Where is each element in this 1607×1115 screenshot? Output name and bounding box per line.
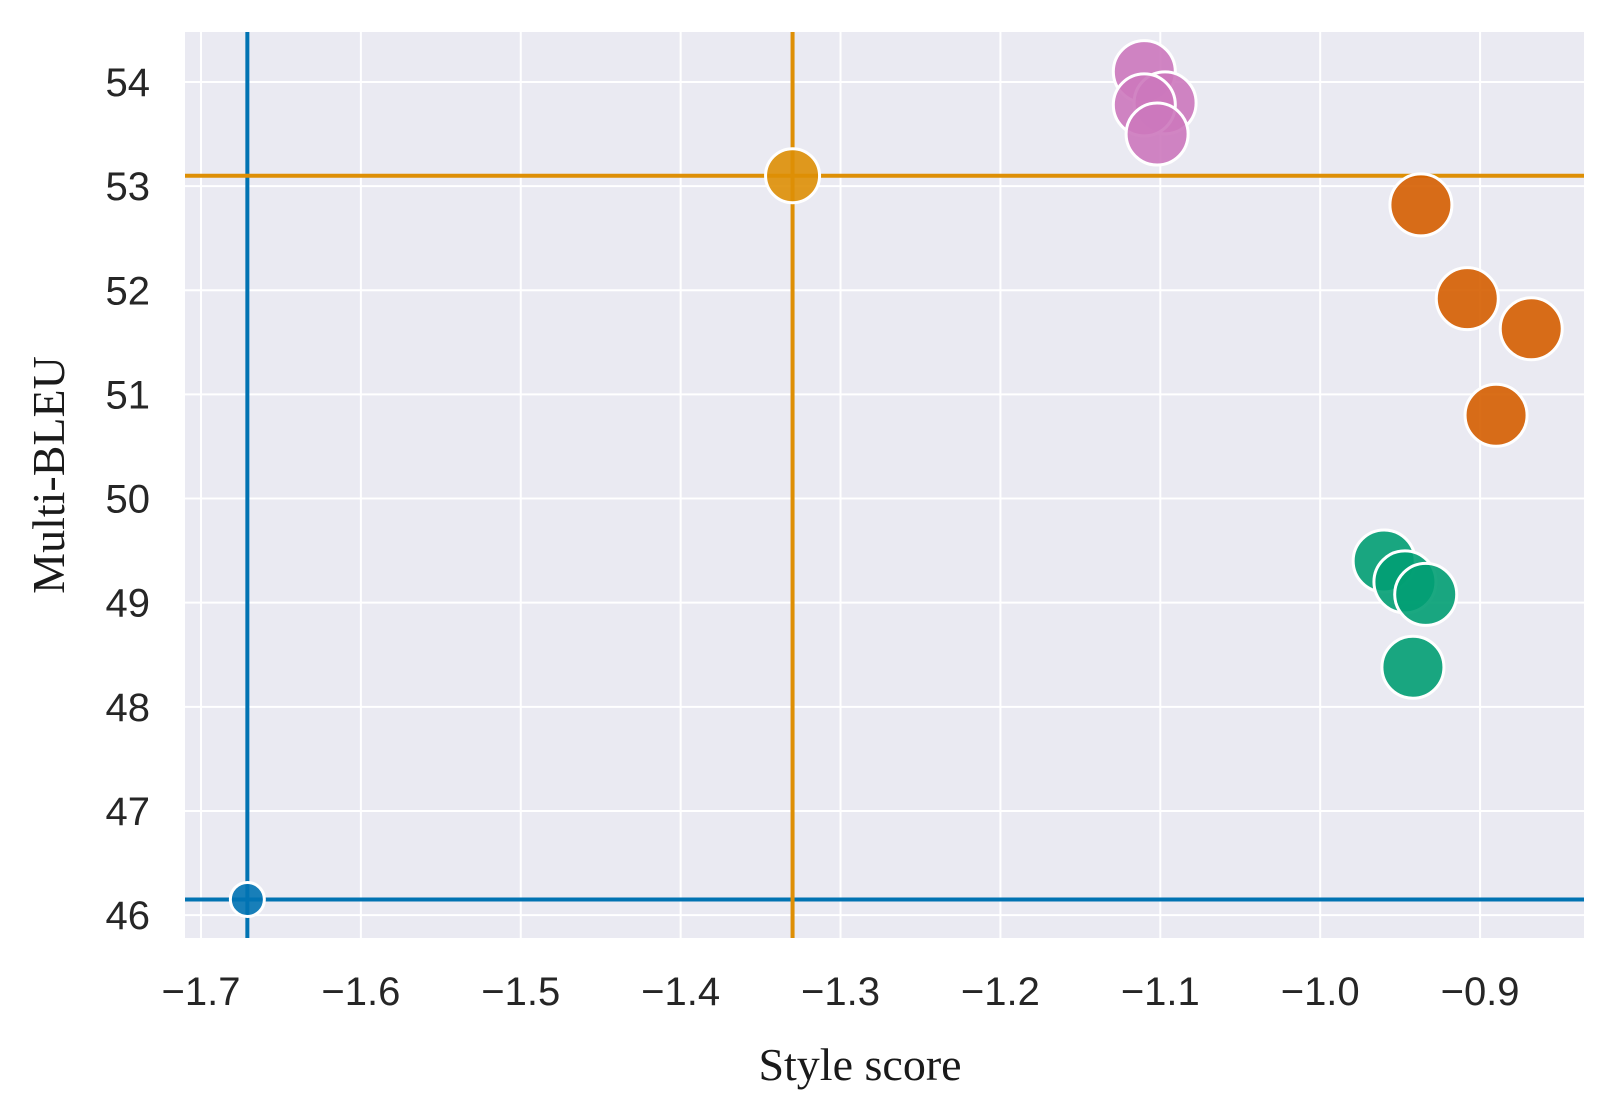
plot-background [185, 32, 1584, 938]
grid-lines [185, 32, 1584, 938]
x-tick-label: −1.7 [162, 970, 241, 1014]
data-point [764, 147, 822, 205]
y-tick-label: 53 [106, 165, 151, 209]
x-tick-label: −1.3 [801, 970, 880, 1014]
x-tick-label: −1.4 [641, 970, 720, 1014]
data-point [1434, 266, 1500, 332]
data-point [228, 880, 266, 918]
data-point [1124, 101, 1190, 167]
y-tick-label: 48 [106, 686, 151, 730]
x-tick-label: −0.9 [1441, 970, 1520, 1014]
y-tick-label: 47 [106, 790, 151, 834]
data-point [1393, 561, 1459, 627]
y-tick-label: 54 [106, 61, 151, 105]
y-tick-label: 49 [106, 582, 151, 626]
x-axis-title: Style score [758, 1039, 961, 1090]
y-axis-title: Multi-BLEU [23, 356, 74, 594]
data-points [228, 39, 1564, 918]
x-tick-label: −1.0 [1281, 970, 1360, 1014]
y-tick-labels: 46 47 48 49 50 51 52 53 54 [106, 61, 151, 938]
data-point [1388, 172, 1454, 238]
y-tick-label: 50 [106, 478, 151, 522]
x-tick-label: −1.6 [321, 970, 400, 1014]
data-point [1380, 634, 1446, 700]
x-tick-label: −1.2 [961, 970, 1040, 1014]
y-tick-label: 46 [106, 894, 151, 938]
y-tick-label: 51 [106, 373, 151, 417]
x-tick-label: −1.1 [1121, 970, 1200, 1014]
x-tick-labels: −1.7 −1.6 −1.5 −1.4 −1.3 −1.2 −1.1 −1.0 −0.9 [162, 970, 1520, 1014]
y-tick-label: 52 [106, 269, 151, 313]
data-point [1498, 296, 1564, 362]
x-tick-label: −1.5 [481, 970, 560, 1014]
data-point [1463, 382, 1529, 448]
